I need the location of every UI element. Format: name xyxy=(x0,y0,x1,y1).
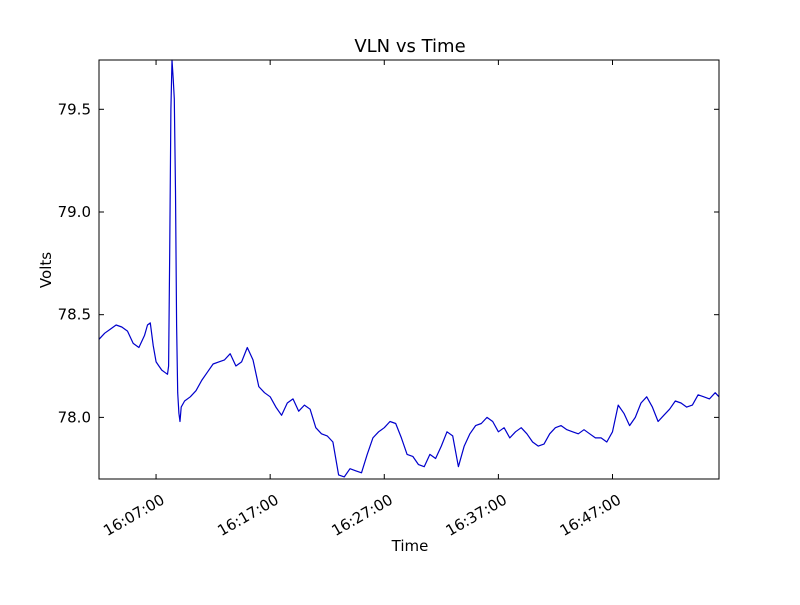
y-tick-label: 79.5 xyxy=(58,100,91,118)
y-tick-label: 78.5 xyxy=(58,306,91,324)
series-line xyxy=(98,59,720,478)
y-tick-label: 79.0 xyxy=(58,203,91,221)
x-tick-label: 16:07:00 xyxy=(100,491,167,540)
plot-frame xyxy=(98,59,720,480)
series-layer xyxy=(98,59,720,478)
chart-title: VLN vs Time xyxy=(354,36,465,57)
x-axis-label: Time xyxy=(391,537,429,555)
y-axis-label: Volts xyxy=(37,252,55,288)
x-tick-label: 16:17:00 xyxy=(214,491,281,540)
axis-ticks: 16:07:00 16:17:00 16:27:00 16:37:00 16:47:00… xyxy=(58,60,719,540)
x-tick-label: 16:47:00 xyxy=(557,491,624,540)
x-tick-label: 16:27:00 xyxy=(329,491,396,540)
x-tick-label: 16:37:00 xyxy=(443,491,510,540)
y-tick-label: 78.0 xyxy=(58,408,91,426)
